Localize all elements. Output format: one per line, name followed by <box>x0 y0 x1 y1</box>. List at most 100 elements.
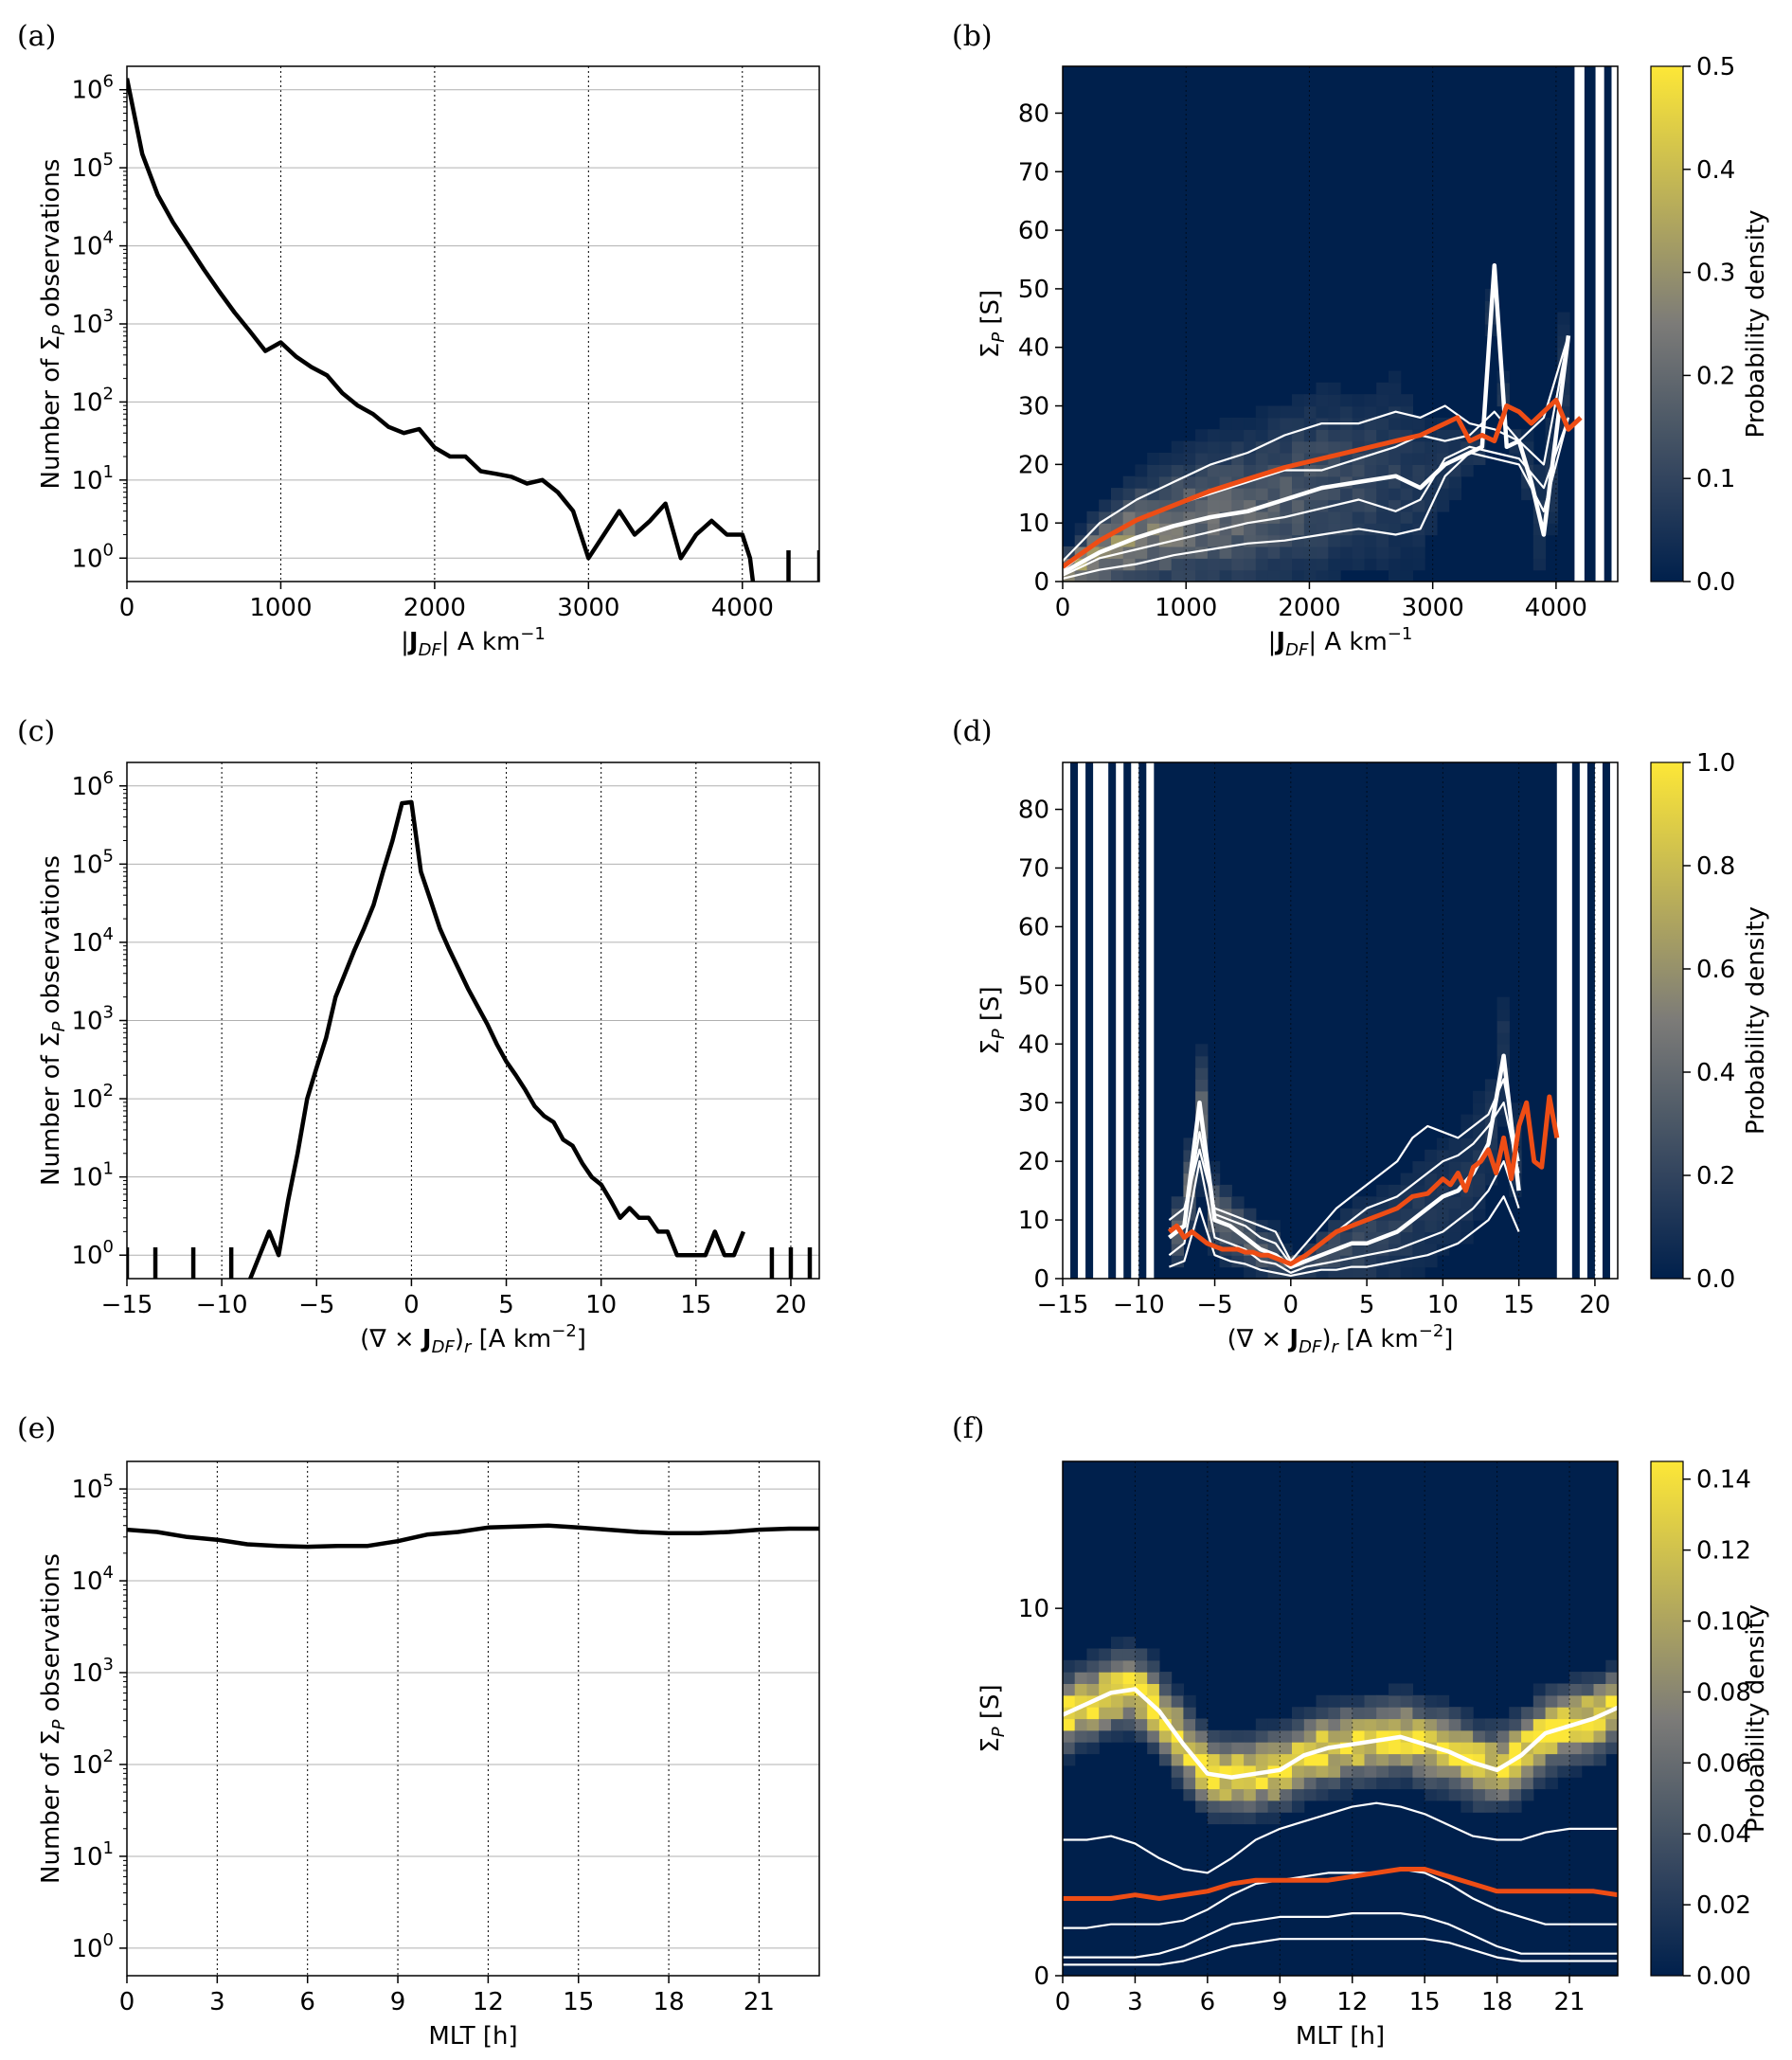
heatmap-cell <box>1244 464 1257 477</box>
heatmap-cell <box>1376 464 1389 477</box>
heatmap-cell <box>1267 1753 1281 1766</box>
heatmap-cell <box>1400 488 1413 501</box>
heatmap-cell <box>1063 1694 1076 1708</box>
x-tick-label: −5 <box>298 1291 334 1319</box>
heatmap-cell <box>1183 1694 1196 1708</box>
empty-bin-stripe <box>1131 762 1139 1279</box>
panel-label-f: (f) <box>952 1412 985 1445</box>
heatmap-cell <box>1207 464 1221 477</box>
heatmap-cell <box>1086 1718 1100 1731</box>
heatmap-cell <box>1244 417 1257 430</box>
heatmap-cell <box>1171 1196 1184 1209</box>
x-tick-label: −15 <box>1037 1291 1089 1319</box>
heatmap-cell <box>1231 558 1245 571</box>
heatmap-cell <box>1412 464 1425 477</box>
y-tick-label: 30 <box>1018 393 1049 421</box>
heatmap-cell <box>1255 558 1269 571</box>
x-tick-label: 21 <box>744 1988 775 2016</box>
heatmap-cell <box>1316 1777 1329 1790</box>
heatmap-cell <box>1267 488 1281 501</box>
heatmap-cell <box>1219 1753 1232 1766</box>
heatmap-cell <box>1267 1800 1281 1813</box>
heatmap-cell <box>1400 1683 1413 1696</box>
heatmap-cell <box>1496 1009 1510 1022</box>
heatmap-cell <box>1231 1196 1245 1209</box>
heatmap-cell <box>1340 546 1353 559</box>
heatmap-cell <box>1111 1637 1124 1649</box>
heatmap-cell <box>1074 1659 1087 1673</box>
heatmap-cell <box>1496 1044 1510 1057</box>
heatmap-cell <box>1532 1764 1547 1778</box>
heatmap-cell <box>1303 499 1317 512</box>
heatmap-cell <box>1400 1777 1413 1790</box>
y-tick-label: 100 <box>71 540 114 573</box>
empty-bin-stripe <box>1594 762 1603 1279</box>
heatmap-cell <box>1255 1812 1269 1825</box>
colorbar-tick-label: 0.2 <box>1696 1162 1735 1191</box>
heatmap-cell <box>1509 1777 1522 1790</box>
heatmap-cell <box>1389 499 1402 512</box>
heatmap-cell <box>1135 499 1148 512</box>
x-tick-label: 6 <box>1200 1988 1216 2016</box>
heatmap-cell <box>1448 1208 1461 1221</box>
heatmap-cell <box>1389 1683 1402 1696</box>
heatmap-cell <box>1376 453 1389 465</box>
heatmap-cell <box>1303 1718 1317 1731</box>
x-tick-label: 5 <box>1359 1291 1375 1319</box>
y-axis-label: Number of ΣP observations <box>37 1553 69 1884</box>
heatmap-cell <box>1532 1753 1547 1766</box>
heatmap-cell <box>1183 1788 1196 1801</box>
heatmap-cell <box>1581 1729 1595 1743</box>
heatmap-cell <box>1158 511 1173 524</box>
heatmap-cell <box>1400 1173 1413 1186</box>
heatmap-cell <box>1171 511 1184 524</box>
heatmap-cell <box>1376 534 1389 547</box>
empty-bin-stripe <box>1093 762 1109 1279</box>
heatmap-cell <box>1545 1718 1558 1731</box>
heatmap-cell <box>1473 1800 1486 1813</box>
heatmap-cell <box>1158 569 1173 582</box>
colorbar-tick-label: 0.0 <box>1696 568 1735 597</box>
x-tick-label: 9 <box>390 1988 406 2016</box>
heatmap-cell <box>1593 1694 1606 1708</box>
heatmap-cell <box>1376 394 1389 407</box>
heatmap-cell <box>1292 1764 1305 1778</box>
heatmap-cell <box>1207 440 1221 454</box>
x-tick-label: 3000 <box>1402 594 1464 622</box>
y-tick-label: 101 <box>71 462 114 495</box>
heatmap-cell <box>1425 1788 1438 1801</box>
heatmap-cell <box>1171 453 1184 465</box>
heatmap-cell <box>1280 417 1293 430</box>
heatmap-cell <box>1364 464 1377 477</box>
heatmap-cell <box>1195 534 1209 547</box>
heatmap-cell <box>1267 511 1281 524</box>
heatmap-cell <box>1364 1742 1377 1755</box>
heatmap-cell <box>1581 1742 1595 1755</box>
heatmap-cell <box>1195 1173 1209 1186</box>
heatmap-cell <box>1292 394 1305 407</box>
heatmap-cell <box>1328 1729 1341 1743</box>
heatmap-cell <box>1448 1196 1461 1209</box>
heatmap-cell <box>1219 1800 1232 1813</box>
heatmap-cell <box>1412 440 1425 454</box>
heatmap-cell <box>1364 488 1377 501</box>
heatmap-cell <box>1328 1753 1341 1766</box>
heatmap-cell <box>1231 464 1245 477</box>
x-tick-label: 0 <box>119 594 135 622</box>
x-tick-label: −10 <box>1113 1291 1165 1319</box>
heatmap-cell <box>1219 499 1232 512</box>
heatmap-cell <box>1267 569 1281 582</box>
heatmap-cell <box>1605 1672 1618 1684</box>
y-axis-label: ΣP [S] <box>977 290 1009 358</box>
heatmap-cell <box>1122 488 1136 501</box>
heatmap-cell <box>1400 1231 1413 1245</box>
heatmap-cell <box>1448 1137 1461 1151</box>
heatmap-cell <box>1074 1683 1087 1696</box>
heatmap-cell <box>1376 488 1389 501</box>
heatmap-cell <box>1340 1208 1353 1221</box>
heatmap-cell <box>1207 558 1221 571</box>
heatmap-cell <box>1171 569 1184 582</box>
heatmap-cell <box>1135 523 1148 536</box>
heatmap-cell <box>1122 1718 1136 1731</box>
heatmap-cell <box>1605 1659 1618 1673</box>
